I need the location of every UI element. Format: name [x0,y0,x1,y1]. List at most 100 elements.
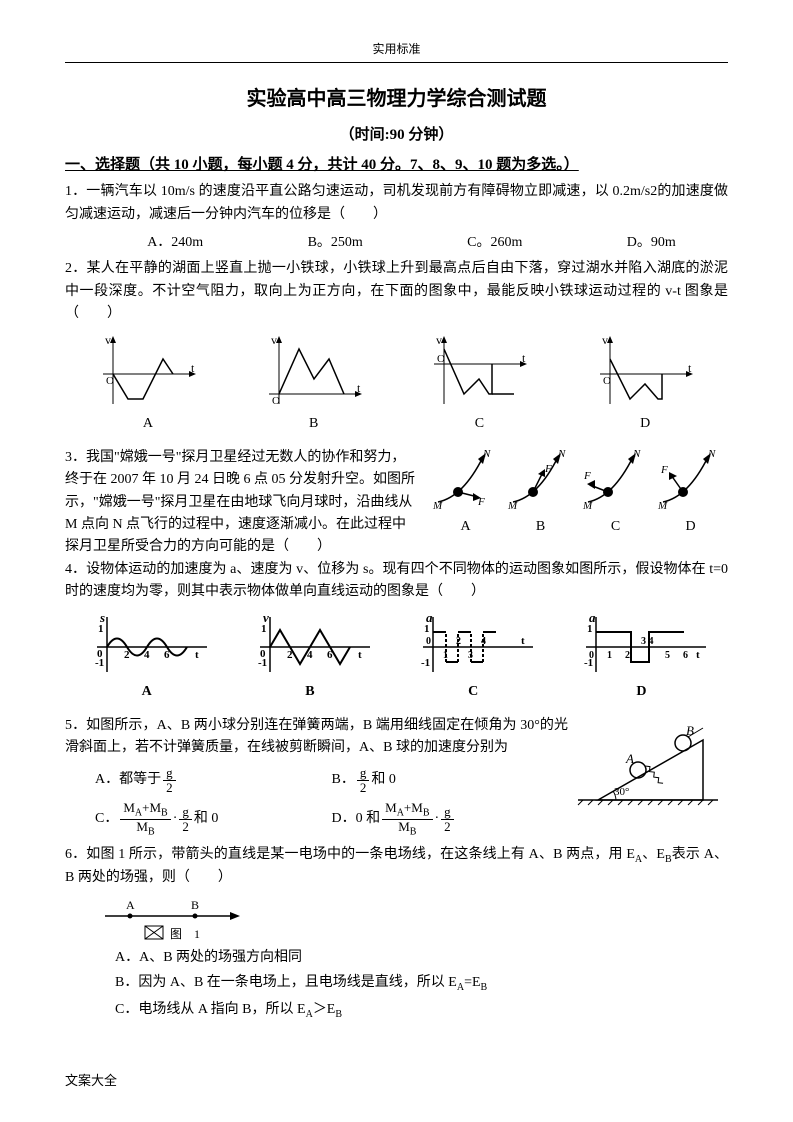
svg-text:M: M [432,500,443,512]
svg-text:t: t [191,361,195,375]
exam-subtitle: （时间:90 分钟） [65,123,728,147]
svg-text:t: t [358,649,362,661]
svg-text:1: 1 [98,623,104,635]
q4-graph-c: a 1 -1 t 0 1 2 3 4 C [408,612,538,703]
svg-text:5: 5 [665,650,670,661]
q2-label-a: A [93,413,203,435]
q6-figure: A B 图 1 [95,896,728,941]
svg-text:B: B [191,898,199,912]
q2-graph-d: v t O D [590,334,700,435]
q2-graph-a: v t O A [93,334,203,435]
svg-text:6: 6 [683,650,688,661]
svg-text:F: F [477,496,485,508]
q1-opt-c: C。260m [467,232,522,254]
q6-options: A．A、B 两处的场强方向相同 B．因为 A、B 在一条电场上，且电场线是直线，… [65,947,728,1023]
q3-label-a: A [428,516,503,538]
svg-text:v: v [602,334,608,347]
svg-text:F: F [660,464,668,476]
q3-graph-c: M N F C [578,447,653,559]
q4-label-a: A [82,681,212,703]
q3-label-d: D [653,516,728,538]
svg-text:1: 1 [587,623,593,635]
svg-text:A: A [126,898,135,912]
svg-text:A: A [625,751,634,766]
question-4: 4．设物体运动的加速度为 a、速度为 v、位移为 s。现有四个不同物体的运动图象… [65,559,728,604]
svg-text:1: 1 [261,623,267,635]
svg-text:B: B [686,723,694,738]
q1-options: A．240m B。250m C。260m D。90m [65,232,728,254]
q2-label-b: B [259,413,369,435]
svg-text:t: t [521,635,525,647]
axis-v-label: v [105,334,111,347]
svg-text:2: 2 [625,650,630,661]
svg-text:O: O [106,375,114,387]
page-header: 实用标准 [65,40,728,63]
question-3: 3．我国"嫦娥一号"探月卫星经过无数人的协作和努力，终于在 2007 年 10 … [65,447,728,559]
svg-text:0: 0 [260,648,266,660]
question-1: 1．一辆汽车以 10m/s 的速度沿平直公路匀速运动，司机发现前方有障碍物立即减… [65,181,728,226]
svg-text:t: t [195,649,199,661]
svg-text:O: O [272,395,280,407]
q4-label-d: D [571,681,711,703]
q6-opt-b: B．因为 A、B 在一条电场上，且电场线是直线，所以 EA=EB [115,972,728,996]
q4-graph-a: s 1 -1 0 2 4 6 t A [82,612,212,703]
svg-text:t: t [357,381,361,395]
q4-graph-b: v 1 -1 0 2 4 6 t B [245,612,375,703]
q6-opt-a: A．A、B 两处的场强方向相同 [115,947,728,969]
q5-opt-a: A．都等于 g2 [95,766,332,796]
svg-text:t: t [522,351,526,365]
q3-label-b: B [503,516,578,538]
q1-opt-b: B。250m [308,232,363,254]
q6-opt-c: C．电场线从 A 指向 B，所以 EA＞EB [115,999,728,1023]
svg-text:N: N [482,448,491,460]
q3-graph-d: M N F D [653,447,728,559]
svg-text:3 4: 3 4 [641,636,654,647]
q4-graphs: s 1 -1 0 2 4 6 t A v 1 -1 0 2 4 6 t B [65,612,728,703]
svg-text:M: M [657,500,668,512]
question-2: 2．某人在平静的湖面上竖直上抛一小铁球，小铁球上升到最高点后自由下落，穿过湖水并… [65,258,728,325]
q5-opt-b: B． g2 和 0 [332,766,569,796]
q1-opt-a: A．240m [147,232,203,254]
q2-graphs: v t O A v t O B v t [65,334,728,435]
svg-text:0: 0 [426,636,431,647]
q3-text: 3．我国"嫦娥一号"探月卫星经过无数人的协作和努力，终于在 2007 年 10 … [65,447,418,559]
svg-text:F: F [544,463,552,475]
svg-text:N: N [632,448,641,460]
exam-title: 实验高中高三物理力学综合测试题 [65,83,728,115]
q3-label-c: C [578,516,653,538]
svg-text:t: t [688,361,692,375]
svg-text:-1: -1 [421,657,430,669]
q4-label-c: C [408,681,538,703]
q4-graph-d: a 1 -1 t 0 1 2 3 4 5 6 D [571,612,711,703]
q3-graph-b: M N F B [503,447,578,559]
page-footer: 文案大全 [65,1071,117,1092]
svg-text:F: F [583,470,591,482]
q3-graphs: M N F A M N F B [428,447,728,559]
q2-label-c: C [424,413,534,435]
q2-label-d: D [590,413,700,435]
svg-text:M: M [507,500,518,512]
svg-text:图 1: 图 1 [170,927,200,941]
q5-text: 5．如图所示，A、B 两小球分别连在弹簧两端，B 端用细线固定在倾角为 30°的… [65,715,568,760]
svg-text:M: M [582,500,593,512]
svg-text:1: 1 [607,650,612,661]
q5-opt-d: D．0 和 MA+MB MB · g2 [332,801,569,837]
q5-figure: A B 30° [568,715,728,844]
q1-text: 1．一辆汽车以 10m/s 的速度沿平直公路匀速运动，司机发现前方有障碍物立即减… [65,184,728,221]
svg-text:0: 0 [97,648,103,660]
svg-text:N: N [557,448,566,460]
svg-text:t: t [696,649,700,661]
q5-options: A．都等于 g2 B． g2 和 0 C． MA+MB MB · g2 和 0 … [65,766,568,844]
question-6: 6．如图 1 所示，带箭头的直线是某一电场中的一条电场线，在这条线上有 A、B … [65,844,728,890]
q2-graph-b: v t O B [259,334,369,435]
svg-text:N: N [707,448,716,460]
question-5: 5．如图所示，A、B 两小球分别连在弹簧两端，B 端用细线固定在倾角为 30°的… [65,715,728,844]
section-1-header: 一、选择题（共 10 小题，每小题 4 分，共计 40 分。7、8、9、10 题… [65,153,728,177]
svg-text:1: 1 [424,623,430,635]
svg-text:30°: 30° [614,786,629,798]
q2-graph-c: v t O C [424,334,534,435]
svg-text:v: v [436,334,442,347]
q4-label-b: B [245,681,375,703]
svg-text:v: v [271,334,277,347]
q3-graph-a: M N F A [428,447,503,559]
